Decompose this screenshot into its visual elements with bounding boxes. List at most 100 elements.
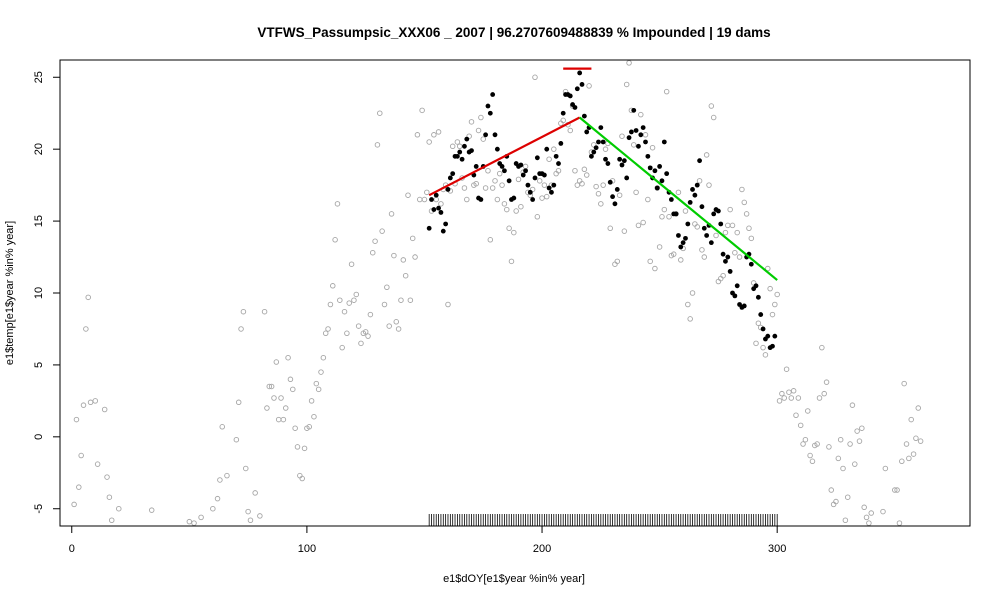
y-tick-label: 15	[33, 215, 45, 227]
grey-point	[882, 465, 889, 472]
plot-frame	[59, 59, 971, 527]
grey-point	[247, 517, 254, 523]
rug-marks	[428, 514, 778, 526]
black-point	[600, 139, 606, 145]
grey-point	[362, 329, 369, 335]
grey-point	[261, 308, 268, 315]
grey-point	[290, 386, 296, 393]
grey-point	[670, 251, 677, 257]
grey-point	[464, 196, 470, 203]
grey-point	[678, 257, 684, 263]
grey-point	[725, 222, 731, 229]
grey-point	[823, 379, 830, 385]
grey-point	[388, 211, 395, 217]
grey-points-group	[71, 60, 924, 526]
grey-point	[675, 189, 682, 196]
grey-point	[504, 206, 510, 213]
grey-point	[499, 182, 505, 188]
black-point	[647, 165, 653, 171]
grey-point	[301, 445, 308, 452]
black-point	[694, 182, 700, 188]
grey-point	[880, 508, 886, 515]
black-point	[436, 205, 441, 211]
black-point	[549, 189, 554, 195]
black-point	[598, 125, 604, 130]
grey-point	[214, 495, 221, 502]
grey-point	[863, 514, 870, 521]
black-point	[499, 164, 505, 169]
black-point	[473, 164, 479, 169]
grey-point	[906, 455, 912, 462]
grey-point	[809, 458, 816, 465]
black-point	[645, 153, 651, 159]
y-tick-label: 20	[33, 143, 45, 155]
black-point	[657, 164, 663, 169]
black-point	[603, 156, 608, 162]
grey-point	[748, 235, 755, 242]
black-point	[711, 211, 717, 217]
grey-point	[652, 265, 658, 272]
black-point	[523, 168, 528, 174]
grey-point	[94, 461, 101, 467]
black-point	[633, 128, 639, 133]
black-point	[556, 161, 561, 166]
grey-point	[816, 395, 823, 401]
black-point	[638, 132, 644, 138]
black-point	[433, 192, 439, 198]
grey-point	[739, 186, 745, 193]
grey-point	[755, 320, 762, 326]
black-point	[631, 107, 637, 113]
black-point	[678, 244, 684, 250]
black-point	[704, 233, 710, 238]
black-point	[624, 175, 630, 181]
black-point	[610, 194, 615, 200]
black-point	[661, 139, 667, 145]
black-point	[619, 162, 625, 168]
black-point	[494, 146, 500, 152]
grey-point	[341, 308, 348, 315]
grey-point	[788, 395, 795, 401]
grey-point	[485, 167, 491, 174]
x-tick-label: 300	[768, 543, 786, 555]
grey-point	[852, 461, 858, 467]
black-point	[676, 233, 681, 238]
grey-point	[581, 166, 588, 173]
x-axis: 0 100 200 300	[69, 525, 786, 555]
black-point	[725, 254, 731, 260]
black-point	[687, 199, 693, 205]
grey-point	[480, 136, 487, 142]
grey-point	[762, 352, 769, 358]
grey-point	[560, 117, 566, 124]
black-point	[734, 283, 740, 289]
grey-point	[649, 144, 656, 151]
grey-point	[844, 494, 851, 500]
black-point	[454, 153, 460, 159]
grey-point	[487, 237, 494, 243]
y-tick-label: 5	[33, 362, 45, 368]
grey-point	[494, 196, 501, 203]
grey-point	[917, 438, 924, 444]
black-point	[612, 201, 618, 207]
black-point	[715, 208, 721, 214]
grey-point	[656, 244, 663, 250]
grey-point	[101, 406, 108, 413]
black-point	[652, 168, 658, 174]
grey-point	[478, 114, 484, 121]
black-point	[445, 187, 451, 192]
grey-point	[903, 441, 910, 447]
grey-point	[797, 422, 804, 429]
black-point	[718, 221, 724, 227]
grey-point	[529, 186, 536, 193]
grey-point	[543, 193, 550, 200]
black-point	[431, 207, 437, 212]
grey-point	[365, 333, 371, 339]
grey-point	[614, 258, 621, 265]
grey-point	[661, 206, 668, 213]
grey-point	[706, 182, 712, 188]
black-point	[511, 195, 517, 201]
grey-point	[191, 520, 197, 526]
grey-point	[750, 280, 757, 286]
grey-point	[92, 398, 99, 404]
grey-point	[729, 222, 736, 229]
grey-point	[348, 261, 355, 267]
